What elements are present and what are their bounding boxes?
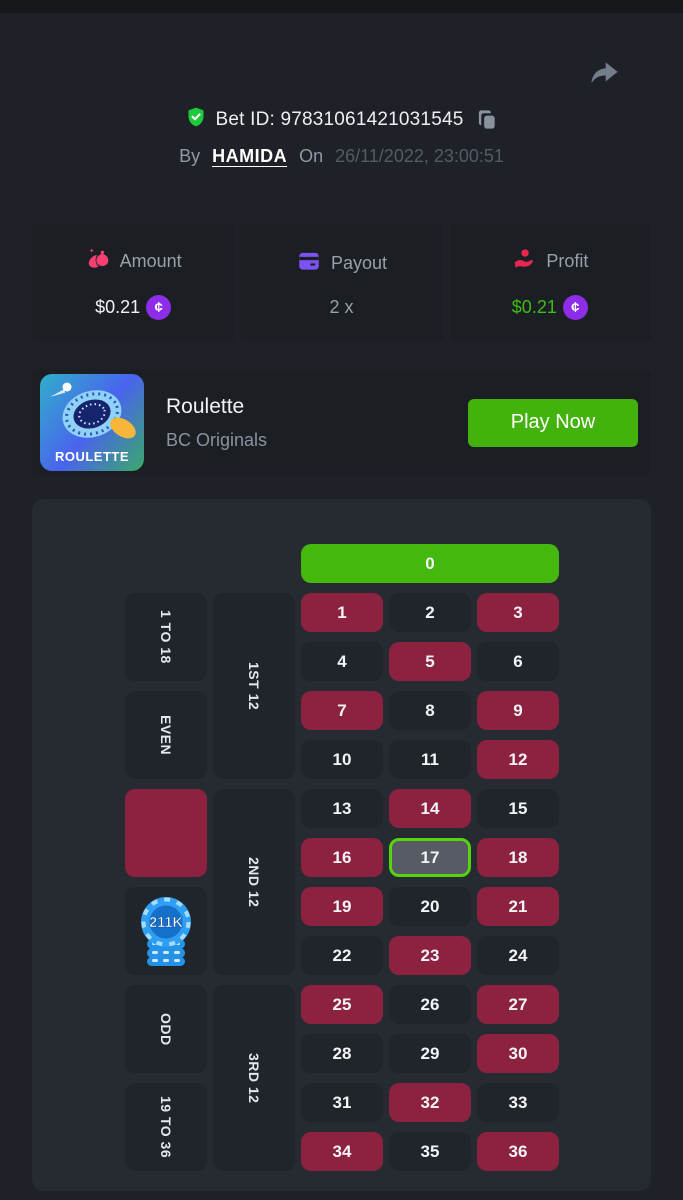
username-link[interactable]: HAMIDA	[212, 146, 288, 166]
bet-cell-13: 13	[301, 789, 383, 828]
coin-icon: ¢	[146, 294, 172, 320]
share-button[interactable]	[585, 57, 623, 95]
hand-coin-icon	[511, 246, 537, 277]
bet-cell-7: 7	[301, 691, 383, 730]
bet-cell-3rd12: 3RD 12	[213, 985, 295, 1171]
bet-cell-1: 1	[301, 593, 383, 632]
bet-cell-8: 8	[389, 691, 471, 730]
amount-value: $0.21	[95, 296, 141, 317]
bet-cell-zero: 0	[301, 544, 559, 583]
bet-cell-18: 18	[477, 838, 559, 877]
game-provider: BC Originals	[166, 429, 268, 450]
bet-cell-9: 9	[477, 691, 559, 730]
bet-cell-19: 19	[301, 887, 383, 926]
bet-cell-4: 4	[301, 642, 383, 681]
bet-cell-19to36: 19 TO 36	[125, 1083, 207, 1171]
bet-cell-32: 32	[389, 1083, 471, 1122]
game-meta: Roulette BC Originals	[166, 395, 267, 451]
stat-card-payout: Payout 2 x	[240, 224, 443, 341]
bet-cell-20: 20	[389, 887, 471, 926]
coin-icon: ¢	[562, 294, 588, 320]
copy-icon[interactable]	[476, 108, 499, 131]
bet-cell-6: 6	[477, 642, 559, 681]
roulette-wheel-art	[50, 382, 136, 439]
bet-cell-12: 12	[477, 740, 559, 779]
bet-cell-1to18: 1 TO 18	[125, 593, 207, 681]
stat-cards: Amount $0.21 ¢ Payout 2 x	[32, 224, 651, 341]
bet-cell-21: 21	[477, 887, 559, 926]
bet-cell-23: 23	[389, 936, 471, 975]
coin-symbol: ¢	[154, 298, 163, 316]
verified-shield-icon	[185, 106, 207, 133]
bet-cell-27: 27	[477, 985, 559, 1024]
roulette-board-panel: 0 1 TO 18 EVEN 211K ODD 19 TO 36 1ST 12 2ND 1…	[32, 499, 651, 1191]
bet-cell-35: 35	[389, 1132, 471, 1171]
share-icon	[587, 57, 621, 96]
bet-cell-34: 34	[301, 1132, 383, 1171]
bet-cell-17: 17	[389, 838, 471, 877]
bet-cell-odd: ODD	[125, 985, 207, 1073]
bet-id-row: Bet ID: 97831061421031545	[185, 106, 499, 133]
amount-label: Amount	[119, 250, 182, 271]
stat-card-profit: Profit $0.21 ¢	[448, 224, 651, 341]
bet-cell-2: 2	[389, 593, 471, 632]
bet-cell-14: 14	[389, 789, 471, 828]
bet-cell-31: 31	[301, 1083, 383, 1122]
bet-cell-2nd12: 2ND 12	[213, 789, 295, 975]
payout-label: Payout	[330, 252, 388, 273]
stat-card-amount: Amount $0.21 ¢	[32, 224, 235, 341]
bet-cell-15: 15	[477, 789, 559, 828]
bet-id-text: Bet ID: 97831061421031545	[215, 108, 464, 130]
roulette-board: 0 1 TO 18 EVEN 211K ODD 19 TO 36 1ST 12 2ND 1…	[125, 544, 559, 1171]
bet-cell-even: EVEN	[125, 691, 207, 779]
play-now-button[interactable]: Play Now	[468, 398, 638, 447]
bet-cell-22: 22	[301, 936, 383, 975]
on-label: On	[299, 146, 324, 166]
bet-cell-black: 211K	[125, 887, 207, 975]
bet-cell-36: 36	[477, 1132, 559, 1171]
bet-cell-28: 28	[301, 1034, 383, 1073]
payout-value: 2 x	[329, 296, 354, 317]
bet-cell-16: 16	[301, 838, 383, 877]
game-banner: ROULETTE Roulette BC Originals Play Now	[32, 369, 651, 476]
game-tile-label: ROULETTE	[54, 449, 130, 464]
bet-cell-11: 11	[389, 740, 471, 779]
bet-cell-30: 30	[477, 1034, 559, 1073]
chip-value: 211K	[149, 915, 183, 931]
bet-cell-26: 26	[389, 985, 471, 1024]
bet-cell-29: 29	[389, 1034, 471, 1073]
by-label: By	[179, 146, 201, 166]
profit-value: $0.21	[511, 296, 557, 317]
bet-cell-24: 24	[477, 936, 559, 975]
bet-chip: 211K	[135, 895, 197, 967]
wallet-icon	[296, 248, 322, 279]
coin-symbol: ¢	[571, 298, 580, 316]
bet-cell-5: 5	[389, 642, 471, 681]
profit-label: Profit	[546, 250, 589, 271]
game-tile[interactable]: ROULETTE	[40, 374, 144, 471]
bet-header: Bet ID: 97831061421031545 By HAMIDA On 2…	[0, 0, 683, 167]
top-strip	[0, 0, 683, 13]
bet-cell-25: 25	[301, 985, 383, 1024]
bet-cell-33: 33	[477, 1083, 559, 1122]
bet-cell-3: 3	[477, 593, 559, 632]
bet-timestamp: 26/11/2022, 23:00:51	[335, 146, 504, 166]
bet-cell-red	[125, 789, 207, 877]
bet-cell-10: 10	[301, 740, 383, 779]
bet-meta-row: By HAMIDA On 26/11/2022, 23:00:51	[179, 146, 504, 167]
game-title: Roulette	[166, 394, 245, 418]
money-bag-icon	[85, 246, 111, 277]
bet-cell-1st12: 1ST 12	[213, 593, 295, 779]
